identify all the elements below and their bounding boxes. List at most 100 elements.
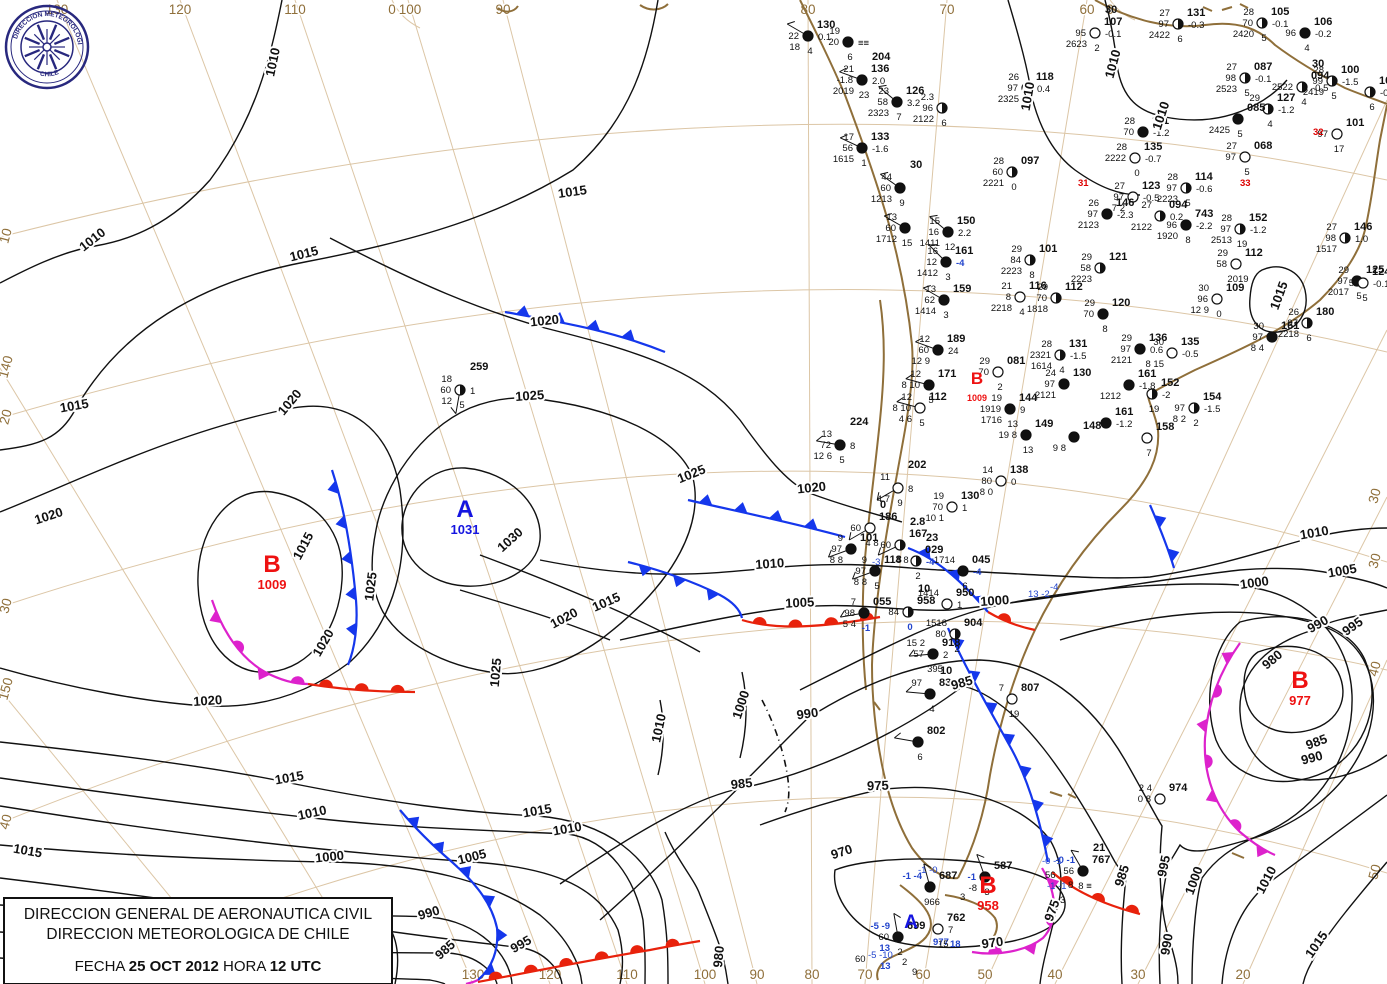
cloud-cover-circle	[891, 96, 903, 108]
cloud-cover-half	[908, 607, 913, 617]
grid-label: 0	[388, 2, 396, 17]
station-value: 9	[899, 198, 904, 209]
station-value: 6	[962, 581, 967, 592]
station-value: 28	[993, 156, 1004, 167]
station-value: 8 ≡	[1078, 881, 1092, 892]
station-value: 12	[441, 396, 452, 407]
station-plot: 161 1212 -1.8	[1100, 368, 1157, 402]
coast-path	[497, 5, 519, 13]
cloud-cover-circle	[845, 543, 857, 555]
isobar-label: 1020	[193, 692, 223, 709]
station-id: 138	[1010, 464, 1028, 476]
station-plot: 106 96 -0.2 4	[1285, 16, 1332, 54]
cloud-cover-circle	[802, 30, 814, 42]
front-triangle-symbol	[1032, 799, 1044, 813]
station-value: 12	[919, 334, 930, 345]
annotation-value: 15	[938, 939, 949, 950]
station-red-value: 23	[926, 532, 938, 544]
isobar-line	[799, 583, 1353, 984]
station-value: 96	[922, 103, 933, 114]
station-id: 161	[1281, 320, 1299, 332]
grid-label: 40	[0, 813, 15, 831]
station-value: 56	[842, 143, 853, 154]
isobar-label: 975	[867, 778, 889, 794]
station-value: 97	[1225, 152, 1236, 163]
wind-barb-tick	[848, 532, 852, 541]
front-triangle-symbol	[407, 816, 420, 829]
station-plot: 154 978 2 -1.5 2	[1173, 391, 1222, 429]
isobar-label: 985	[949, 672, 974, 692]
station-value: 1412	[917, 268, 938, 279]
chart-hour: 12 UTC	[269, 958, 322, 975]
station-id: 807	[1021, 682, 1039, 694]
station-value: 28	[1221, 213, 1232, 224]
station-value: 97	[1252, 332, 1263, 343]
front-triangle-symbol	[1196, 718, 1208, 733]
station-value: 97	[1087, 209, 1098, 220]
station-plot: 148 9 8	[1053, 420, 1102, 454]
station-value: 15	[902, 238, 913, 249]
isobar-line	[1104, 0, 1288, 121]
front-triangle-symbol	[586, 319, 601, 332]
cloud-cover-circle	[912, 736, 924, 748]
station-red-value: 21	[1093, 842, 1105, 854]
station-value: 5	[919, 418, 924, 429]
front-triangle-symbol	[706, 588, 720, 601]
station-value: 28	[1124, 116, 1135, 127]
station-value: 5	[928, 395, 933, 406]
cloud-cover-half	[1060, 350, 1065, 360]
station-value: 2 4	[1139, 783, 1152, 794]
station-id: 109	[1379, 75, 1387, 87]
station-value: 1920	[1157, 231, 1178, 242]
annotation-value: 8	[1068, 880, 1073, 891]
station-value: 1714	[934, 555, 955, 566]
station-id: 149	[1035, 418, 1053, 430]
isobar-line	[459, 589, 611, 641]
isobar-line	[559, 685, 1127, 984]
station-value: 97	[1158, 19, 1169, 30]
front-triangle-symbol	[1019, 765, 1032, 779]
station-value: -2.2	[1196, 221, 1212, 232]
annotation-value: 18	[950, 939, 961, 950]
station-value: 84	[1010, 255, 1021, 266]
station-value: 2222	[1105, 153, 1126, 164]
front-triangle-symbol	[1154, 515, 1167, 529]
cloud-cover-circle	[1232, 113, 1244, 125]
station-value: 0.1	[818, 32, 831, 43]
station-value: 19	[1237, 239, 1248, 250]
coast-path	[1049, 791, 1077, 799]
isobar-line	[0, 805, 624, 984]
front-semicircle-symbol	[752, 617, 767, 626]
station-blue-value: -4	[973, 567, 982, 578]
cloud-cover-circle	[1331, 128, 1343, 140]
station-value: 19	[991, 393, 1002, 404]
cloud-cover-circle	[1266, 331, 1278, 343]
meridian-line	[0, 367, 376, 984]
isobar-label: 1000	[1239, 573, 1270, 592]
station-id: 130	[817, 19, 835, 31]
station-value: 8	[908, 484, 913, 495]
isobar-label: 1015	[1267, 279, 1291, 311]
station-id: 146	[1354, 221, 1372, 233]
station-value: 27	[1226, 62, 1237, 73]
cloud-cover-circle	[1137, 126, 1149, 138]
station-value: 21	[1001, 281, 1012, 292]
station-value: 4 6	[899, 414, 912, 425]
station-value: 30	[1153, 337, 1164, 348]
station-value: 97	[1166, 183, 1177, 194]
station-value: 1	[1026, 98, 1031, 109]
cloud-cover-circle	[1239, 151, 1251, 163]
station-value: 12 9	[1191, 305, 1210, 316]
isobar-label: 1010	[1253, 864, 1280, 897]
station-id: 167	[909, 528, 927, 540]
front-triangle-symbol	[209, 610, 222, 624]
station-value: 84	[888, 607, 899, 618]
station-value: 2017	[1328, 287, 1349, 298]
